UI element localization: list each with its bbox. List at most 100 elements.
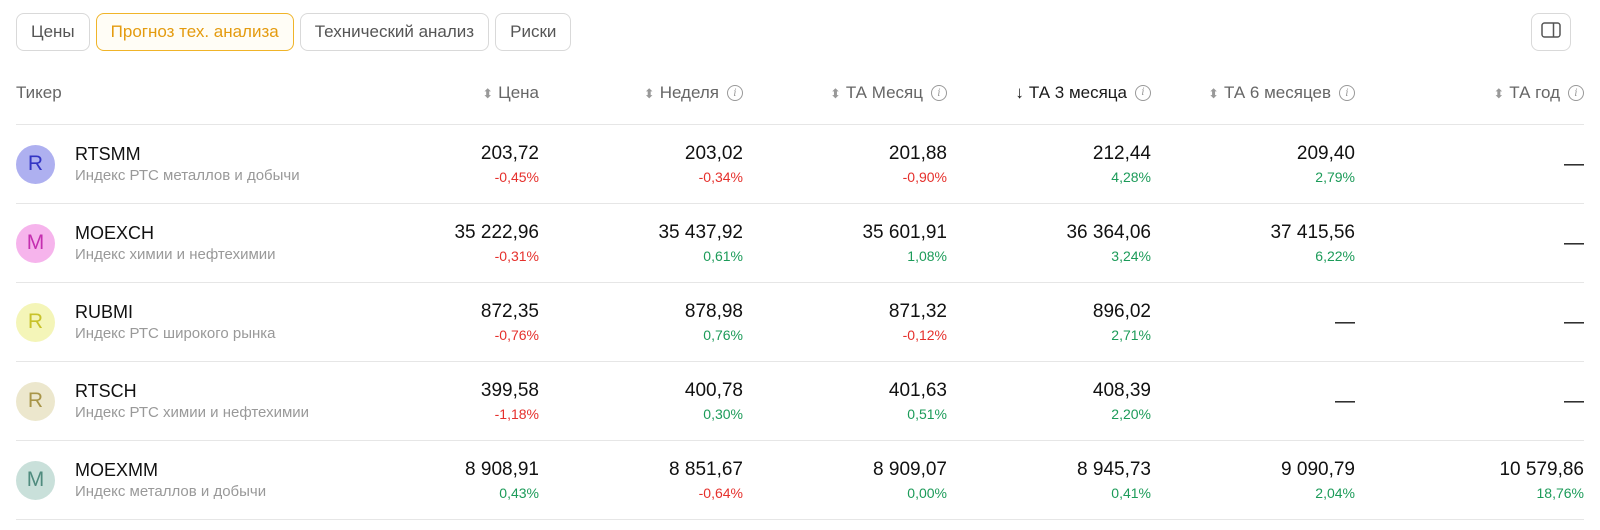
empty-value: —	[1564, 152, 1584, 175]
cell-price: 8 908,91 0,43%	[323, 441, 539, 520]
sort-icon: ⬍	[482, 85, 494, 101]
tab-technical-analysis[interactable]: Технический анализ	[299, 13, 490, 51]
ticker-text: RTSCH Индекс РТС химии и нефтехимии	[75, 380, 309, 423]
ticker-text: MOEXCH Индекс химии и нефтехимии	[75, 222, 276, 265]
column-header-ticker: Тикер	[16, 83, 62, 102]
avatar: M	[16, 460, 55, 500]
ticker-cell: M MOEXCH Индекс химии и нефтехимии	[16, 204, 323, 283]
avatar: R	[16, 381, 55, 421]
cell-month6: 37 415,56 6,22%	[1151, 204, 1355, 283]
cell-change: 6,22%	[1315, 247, 1355, 264]
ticker-description: Индекс РТС широкого рынка	[75, 324, 276, 342]
cell-week: 878,98 0,76%	[539, 283, 743, 362]
cell-value: 872,35	[480, 300, 539, 322]
table-row[interactable]: M MOEXMM Индекс металлов и добычи 8 908,91 0…	[16, 441, 1584, 520]
column-header-price[interactable]: ⬍ Цена	[482, 83, 539, 103]
ticker-block: R RTSMM Индекс РТС металлов и добычи	[16, 143, 323, 186]
cell-change: 0,00%	[907, 484, 947, 501]
table-row[interactable]: R RTSCH Индекс РТС химии и нефтехимии 399,5…	[16, 362, 1584, 441]
sort-desc-arrow-icon: ↓	[1015, 83, 1024, 103]
cell-month: 871,32 -0,12%	[743, 283, 947, 362]
columns-toggle-button[interactable]	[1531, 13, 1571, 51]
empty-value: —	[1564, 231, 1584, 254]
cell-price: 872,35 -0,76%	[323, 283, 539, 362]
cell-week: 35 437,92 0,61%	[539, 204, 743, 283]
table-row[interactable]: M MOEXCH Индекс химии и нефтехимии 35 222,9…	[16, 204, 1584, 283]
ticker-description: Индекс металлов и добычи	[75, 482, 267, 500]
cell-value: 9 090,79	[1281, 458, 1355, 480]
cell-price: 203,72 -0,45%	[323, 125, 539, 204]
ticker-block: M MOEXCH Индекс химии и нефтехимии	[16, 222, 323, 265]
ticker-block: M MOEXMM Индекс металлов и добычи	[16, 459, 323, 502]
column-header-week[interactable]: ⬍ Неделя i	[539, 62, 743, 125]
ticker-block: R RUBMI Индекс РТС широкого рынка	[16, 301, 323, 344]
table-row[interactable]: R RTSMM Индекс РТС металлов и добычи 203,72…	[16, 125, 1584, 204]
ticker-description: Индекс РТС химии и нефтехимии	[75, 403, 310, 421]
cell-month6: —	[1151, 283, 1355, 362]
cell-change: 4,28%	[1111, 168, 1151, 185]
cell-change: 0,41%	[1111, 484, 1151, 501]
sidebar-columns-icon	[1541, 21, 1561, 43]
column-header-ta-3-months[interactable]: ↓ ТА 3 месяца i	[947, 62, 1151, 125]
cell-change: -0,64%	[698, 484, 743, 501]
info-icon[interactable]: i	[931, 85, 947, 102]
ticker-cell: R RUBMI Индекс РТС широкого рынка	[16, 283, 323, 362]
cell-change: 0,61%	[703, 247, 743, 264]
ticker-name[interactable]: MOEXCH	[75, 222, 155, 243]
cell-change: 2,79%	[1315, 168, 1355, 185]
cell-value: 408,39	[1092, 379, 1151, 401]
avatar: R	[16, 144, 55, 184]
ticker-block: R RTSCH Индекс РТС химии и нефтехимии	[16, 380, 323, 423]
cell-change: 3,24%	[1111, 247, 1151, 264]
cell-month3: 212,44 4,28%	[947, 125, 1151, 204]
tab-risks[interactable]: Риски	[495, 13, 572, 51]
ta-forecast-table: Тикер ⬍ Цена ⬍ Неделя i ⬍ ТА Месяц	[16, 62, 1584, 520]
cell-year: —	[1355, 204, 1584, 283]
cell-change: -1,18%	[494, 405, 539, 422]
info-icon[interactable]: i	[727, 85, 743, 102]
ticker-text: MOEXMM Индекс металлов и добычи	[75, 459, 266, 502]
empty-value: —	[1564, 310, 1584, 333]
ticker-name[interactable]: MOEXMM	[75, 459, 158, 480]
cell-month3: 36 364,06 3,24%	[947, 204, 1151, 283]
cell-change: 2,20%	[1111, 405, 1151, 422]
cell-value: 399,58	[480, 379, 539, 401]
cell-week: 400,78 0,30%	[539, 362, 743, 441]
cell-month: 201,88 -0,90%	[743, 125, 947, 204]
cell-month6: 9 090,79 2,04%	[1151, 441, 1355, 520]
cell-change: 2,71%	[1111, 326, 1151, 343]
tab-ta-forecast[interactable]: Прогноз тех. анализа	[95, 13, 294, 51]
ticker-name[interactable]: RTSCH	[75, 380, 137, 401]
sort-icon: ⬍	[1208, 85, 1220, 101]
info-icon[interactable]: i	[1339, 85, 1355, 102]
sort-icon: ⬍	[829, 85, 841, 101]
cell-value: 8 945,73	[1077, 458, 1151, 480]
tab-prices[interactable]: Цены	[16, 13, 90, 51]
cell-change: -0,76%	[494, 326, 539, 343]
cell-week: 8 851,67 -0,64%	[539, 441, 743, 520]
cell-value: 35 437,92	[658, 221, 743, 243]
empty-value: —	[1335, 389, 1355, 412]
toolbar: Цены Прогноз тех. анализа Технический ан…	[0, 0, 1600, 62]
cell-value: 212,44	[1092, 142, 1151, 164]
column-header-ta-6-months[interactable]: ⬍ ТА 6 месяцев i	[1151, 62, 1355, 125]
cell-change: 0,43%	[499, 484, 539, 501]
ticker-name[interactable]: RTSMM	[75, 143, 141, 164]
cell-value: 37 415,56	[1270, 221, 1355, 243]
ticker-name[interactable]: RUBMI	[75, 301, 133, 322]
column-header-ta-month[interactable]: ⬍ ТА Месяц i	[743, 62, 947, 125]
cell-month3: 896,02 2,71%	[947, 283, 1151, 362]
column-header-ta-year[interactable]: ⬍ ТА год i	[1355, 62, 1584, 125]
table-row[interactable]: R RUBMI Индекс РТС широкого рынка 872,35 -0,…	[16, 283, 1584, 362]
cell-value: 35 601,91	[862, 221, 947, 243]
cell-change: -0,31%	[494, 247, 539, 264]
info-icon[interactable]: i	[1135, 84, 1151, 101]
cell-value: 203,72	[480, 142, 539, 164]
cell-week: 203,02 -0,34%	[539, 125, 743, 204]
cell-change: 0,76%	[703, 326, 743, 343]
tab-bar: Цены Прогноз тех. анализа Технический ан…	[16, 13, 572, 51]
cell-value: 8 908,91	[465, 458, 539, 480]
info-icon[interactable]: i	[1568, 85, 1584, 102]
ticker-cell: M MOEXMM Индекс металлов и добычи	[16, 441, 323, 520]
cell-change: 18,76%	[1536, 484, 1584, 501]
